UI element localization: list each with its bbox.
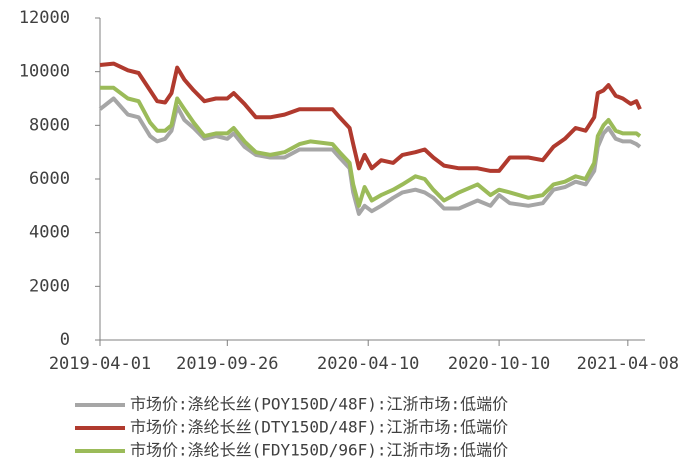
legend-label: 市场价:涤纶长丝(POY150D/48F):江浙市场:低端价 (130, 395, 508, 414)
y-tick-label: 6000 (29, 169, 70, 189)
y-tick-label: 2000 (29, 276, 70, 296)
y-tick-label: 10000 (19, 62, 70, 82)
series-line (98, 96, 642, 216)
x-tick-label: 2020-04-10 (317, 354, 419, 374)
legend-label: 市场价:涤纶长丝(FDY150D/96F):江浙市场:低端价 (130, 441, 508, 460)
y-tick-label: 8000 (29, 115, 70, 135)
x-tick-label: 2020-10-10 (448, 354, 550, 374)
y-tick-label: 0 (60, 330, 70, 350)
y-tick-label: 12000 (19, 8, 70, 28)
y-tick-label: 4000 (29, 223, 70, 243)
legend-label: 市场价:涤纶长丝(DTY150D/48F):江浙市场:低端价 (130, 418, 508, 437)
x-tick-label: 2019-09-26 (176, 354, 278, 374)
x-tick-label: 2019-04-01 (49, 354, 151, 374)
x-tick-label: 2021-04-08 (577, 354, 679, 374)
series-line (100, 85, 642, 208)
series-line (99, 61, 642, 173)
